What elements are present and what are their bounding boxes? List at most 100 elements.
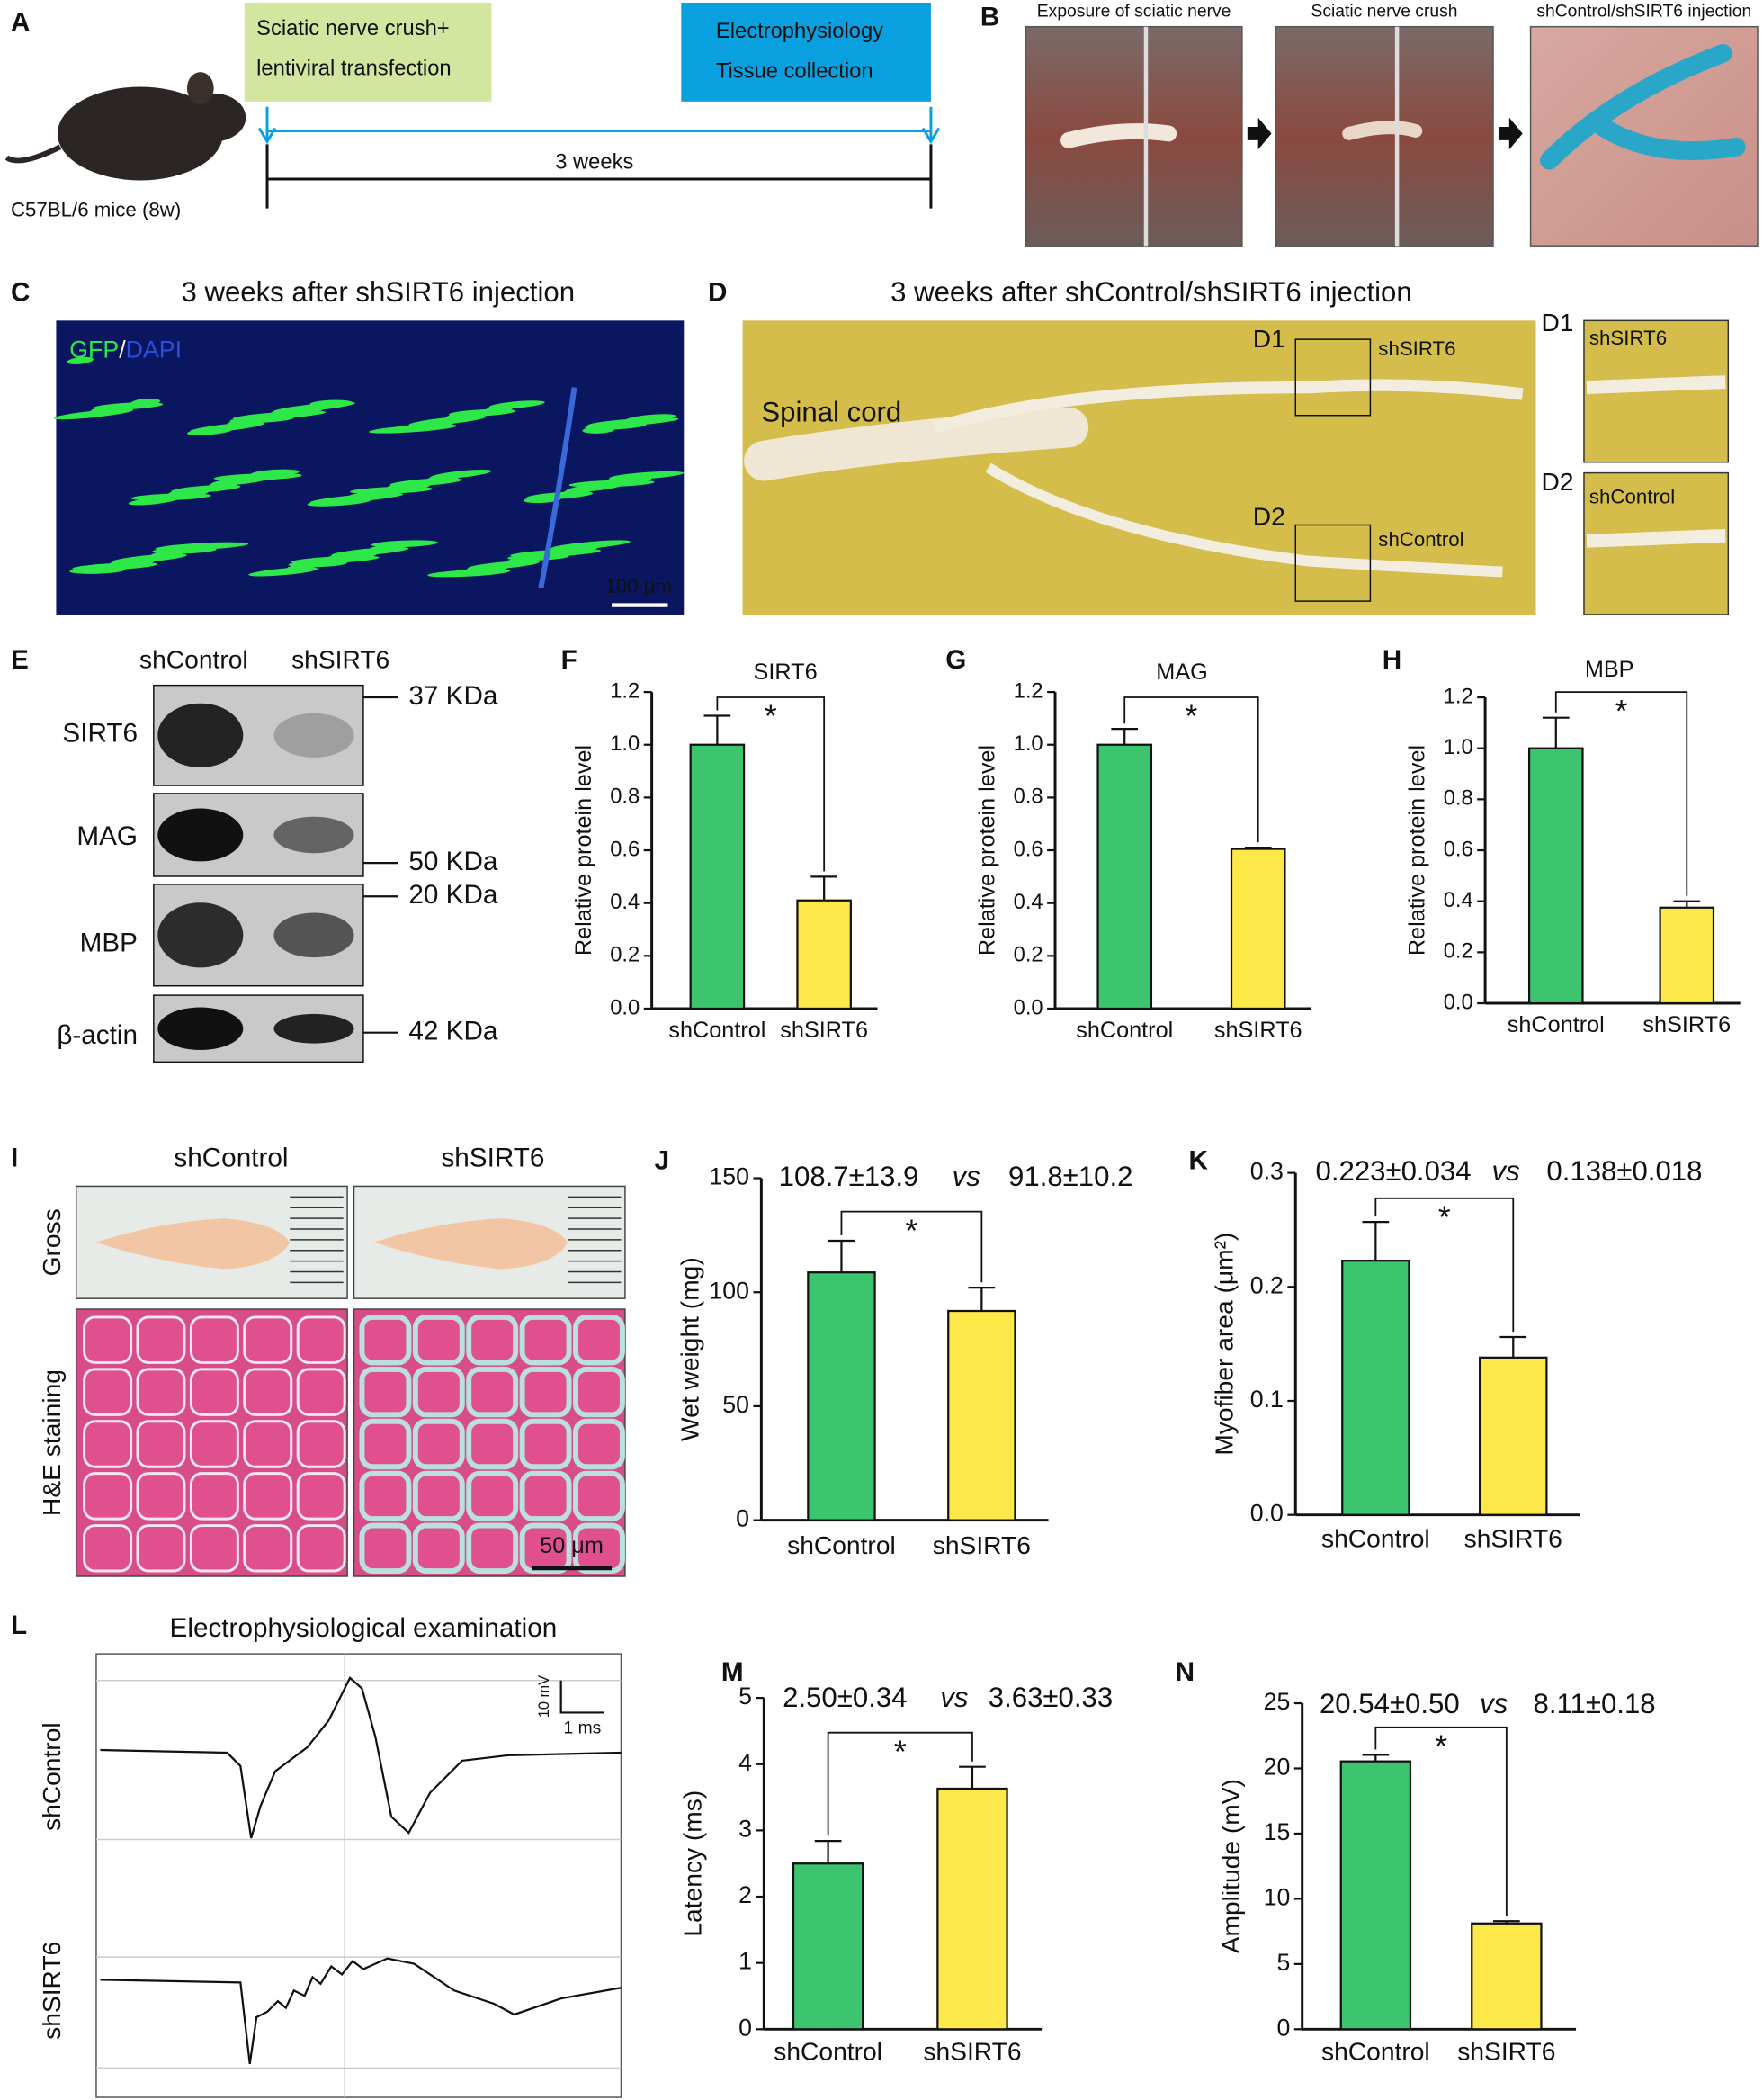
mouse-tail [4,144,62,164]
label: 3 weeks [555,149,633,174]
panel-letter: D [708,277,727,307]
mouse-ear [186,72,214,104]
significance: * [1435,1728,1447,1764]
label: C57BL/6 mice (8w) [11,198,181,220]
bar [689,743,746,1010]
myofiber [359,1470,412,1522]
trace [100,1676,622,1839]
panel-letter: C [11,277,30,307]
y-tick-label: 0 [738,2014,752,2041]
nerve [933,379,1524,434]
stain-label: GFP/DAPI [69,337,182,363]
panel-letter: N [1176,1657,1195,1687]
y-tick-label: 1.2 [610,678,640,703]
bar [1479,1356,1548,1516]
y-tick-label: 100 [709,1277,749,1304]
x-tick-label: shControl [668,1018,765,1043]
label: 50 μm [540,1533,604,1558]
bar [1527,747,1584,1005]
gfp-signal [625,414,676,423]
x-tick-label: shControl [787,1530,896,1559]
myofiber [296,1472,346,1521]
label: shControl [1378,528,1463,551]
myofiber [359,1522,412,1575]
myofiber [412,1314,465,1366]
label: 42 KDa [408,1017,498,1046]
myofiber [136,1524,186,1573]
label: shControl [37,1722,66,1831]
x-tick-label: shControl [1508,1012,1605,1037]
panel-letter: A [11,8,30,38]
annotation: vs [940,1682,968,1713]
y-tick-label: 0.6 [610,837,640,861]
step-box [681,2,931,102]
y-tick-label: 0 [1276,2014,1290,2041]
myofiber [243,1524,293,1573]
x-tick-label: shControl [1321,1523,1430,1552]
y-axis-label: Latency (ms) [678,1790,707,1937]
arrow [1247,117,1272,150]
bar [1339,1760,1412,2031]
significance-bracket [1554,691,1688,896]
panel-letter: F [561,645,577,675]
significance-bracket [1374,1726,1508,1916]
bar [796,899,852,1010]
significance-bracket [1123,696,1259,843]
y-tick-label: 0.6 [1014,837,1043,861]
myofiber [136,1420,186,1468]
y-tick-label: 0.0 [610,995,640,1019]
trace [100,1957,622,2065]
y-tick-label: 5 [1276,1949,1290,1976]
myofiber [359,1418,412,1470]
label: shSIRT6 [291,644,389,673]
myofiber [573,1470,625,1522]
y-tick-label: 5 [738,1683,752,1710]
panel-letter: B [980,3,999,32]
y-tick-label: 0.8 [1014,785,1043,809]
mouse-body [57,86,224,181]
gfp-signal [430,469,492,480]
annotation: 108.7±13.9 [779,1161,919,1192]
x-tick-label: shSIRT6 [1457,2036,1555,2065]
myofiber [466,1314,519,1366]
myofiber [189,1472,239,1521]
annotation: 3.63±0.33 [989,1682,1113,1713]
y-tick-label: 1.2 [1444,684,1473,708]
myofiber [136,1315,186,1364]
band [273,912,354,958]
annotation: vs [953,1161,980,1192]
panel-letter: K [1188,1146,1208,1176]
chart-title: MAG [1156,660,1207,685]
annotation: 0.223±0.034 [1316,1155,1472,1187]
label: shSIRT6 [441,1144,544,1173]
label: Electrophysiological examination [170,1613,558,1643]
y-tick-label: 1.0 [610,731,640,756]
label: Spinal cord [761,397,901,428]
gfp-signal [251,469,300,477]
x-tick-label: shControl [774,2036,882,2065]
bar [1096,743,1153,1010]
myofiber [412,1522,465,1575]
y-axis-label: Relative protein level [974,745,999,956]
region-box [1294,524,1372,602]
label: shControl [139,644,248,673]
panel-letter: L [11,1611,27,1640]
label: Sciatic nerve crush+ [256,16,450,40]
y-tick-label: 10 [1264,1883,1291,1910]
y-tick-label: 1.0 [1444,735,1473,759]
panel-letter: H [1383,645,1401,675]
significance: * [1615,693,1628,729]
spinal-cord [744,407,1089,481]
myofiber [412,1366,465,1418]
x-tick-label: shSIRT6 [923,2036,1021,2065]
bar [947,1309,1016,1521]
y-tick-label: 0.2 [1444,939,1473,964]
annotation: 2.50±0.34 [783,1682,907,1713]
y-axis-label: Wet weight (mg) [676,1257,704,1441]
panel-letter: E [11,645,29,675]
myofiber [136,1472,186,1521]
band [273,713,354,758]
arrow-head [257,127,277,145]
myofiber [83,1524,133,1573]
label: H&E staining [37,1369,66,1516]
